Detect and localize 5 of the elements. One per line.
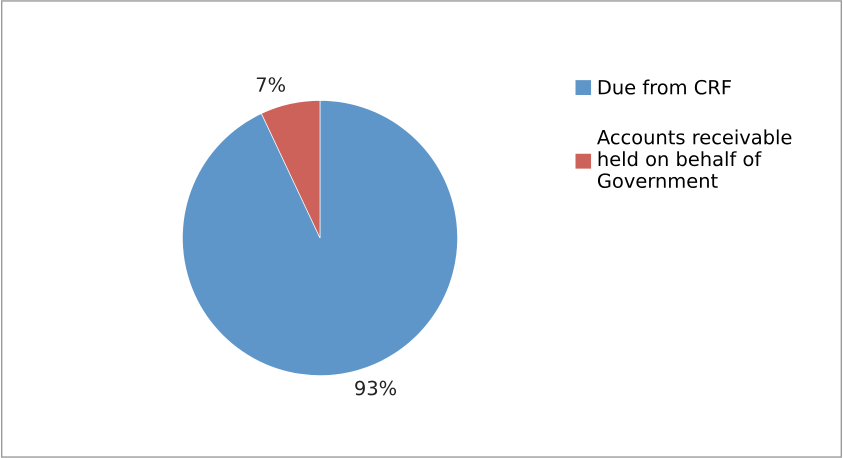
pie-slice: [182, 100, 458, 376]
legend-label: Accounts receivable held on behalf of Government: [597, 129, 792, 188]
data-label: 7%: [256, 77, 286, 92]
data-label: 93%: [355, 380, 396, 396]
legend-label: Due from CRF: [598, 80, 731, 95]
